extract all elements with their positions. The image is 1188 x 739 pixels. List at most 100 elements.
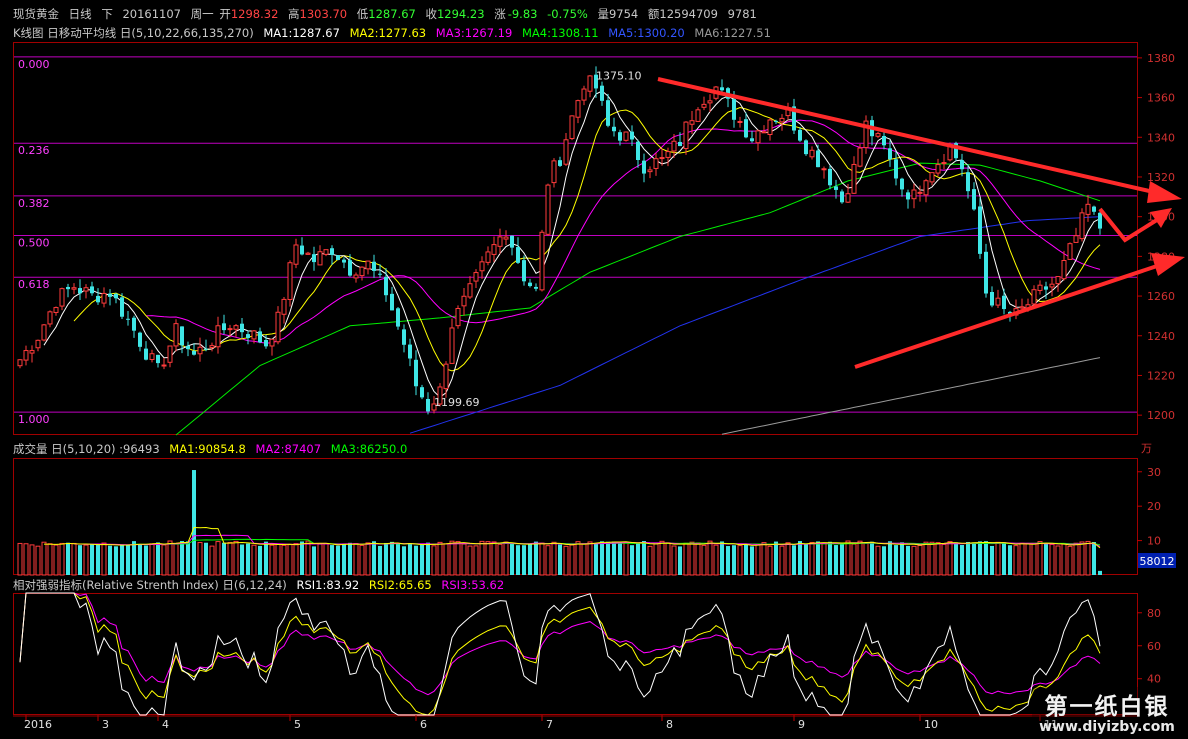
volume-bar (623, 541, 629, 576)
candle-body (618, 132, 622, 141)
candle-body (101, 292, 107, 304)
candle-body (816, 150, 820, 168)
volume-bar (659, 540, 665, 576)
volume-bar (71, 542, 77, 576)
rsi-legend-item: RSI1:83.92 (296, 578, 360, 592)
instrument-name: 现货黄金 (13, 7, 59, 21)
ma2-line (73, 106, 1101, 372)
y-tick-label: 1320 (1147, 171, 1175, 184)
candle-body (41, 324, 47, 341)
volume-bar (594, 543, 598, 575)
volume-bar (737, 545, 743, 576)
volume-bar (390, 541, 394, 575)
volume-bar (23, 543, 29, 576)
candle-body (1031, 289, 1037, 305)
candle-body (240, 323, 244, 333)
volume-bar (863, 542, 869, 576)
candle-body (587, 75, 593, 92)
volume-bar (1037, 541, 1043, 576)
volume-bar (683, 542, 689, 576)
candle-body (293, 244, 299, 265)
candle-body (138, 332, 142, 347)
candle-body (671, 140, 677, 152)
candle-body (1019, 306, 1025, 309)
volume-bar (1025, 542, 1031, 576)
candle-body (647, 169, 653, 173)
candle-body (348, 260, 352, 276)
candle-body (767, 119, 773, 136)
rsi-legend-title: 相对强弱指标(Relative Strenth Index) 日(6,12,24… (13, 578, 287, 592)
candle-body (251, 330, 257, 340)
volume-bar (186, 541, 190, 575)
candle-body (414, 359, 418, 387)
candle-body (809, 149, 815, 158)
ma-legend-item: MA5:1300.20 (608, 26, 685, 40)
volume-bar (330, 545, 334, 575)
candle-body (323, 249, 329, 255)
volume-bar (1019, 542, 1025, 576)
y-tick-label: 1240 (1147, 330, 1175, 343)
candle-body (935, 164, 941, 174)
candle-body (888, 148, 892, 160)
rsi-legend-item: RSI3:53.62 (441, 578, 505, 592)
candle-body (1079, 212, 1085, 240)
candle-body (1098, 212, 1102, 229)
candle-body (186, 345, 190, 350)
candle-body (132, 317, 136, 331)
rsi-panel[interactable] (13, 593, 1138, 715)
candle-body (336, 255, 340, 260)
candle-body (330, 248, 334, 255)
volume-bar (990, 545, 994, 575)
volume-bar (713, 544, 719, 576)
candle-body (984, 251, 988, 294)
volume-bar (222, 542, 226, 575)
volume-bar (894, 545, 898, 575)
close-label: 收 (425, 7, 437, 21)
volume-bar (534, 541, 538, 575)
candle-body (246, 334, 250, 338)
candle-body (821, 168, 827, 171)
candle-body (966, 172, 970, 192)
vol-unit-label: 万 (1141, 442, 1152, 455)
volume-bar (29, 544, 35, 576)
volume-bar (431, 545, 437, 576)
candle-body (695, 109, 701, 122)
candle-body (720, 87, 724, 91)
arrow-head (1147, 181, 1182, 203)
vol-ma1-line (43, 526, 1101, 549)
candle-body (972, 189, 976, 210)
volume-bar (161, 544, 167, 576)
volume-bar (857, 540, 863, 576)
candle-body (449, 327, 455, 364)
volume-bar (180, 541, 184, 575)
candle-body (563, 139, 569, 165)
volume-value-label: 58012 (1140, 555, 1175, 568)
price-panel[interactable] (13, 42, 1138, 435)
candle-body (173, 323, 179, 347)
candle-body (845, 193, 851, 203)
candle-body (701, 103, 707, 108)
volume-bar (227, 541, 233, 576)
volume-bar (1079, 541, 1085, 576)
volume-bar (612, 541, 616, 575)
volume-bar (479, 540, 485, 576)
volume-bar (497, 543, 503, 576)
volume-bar (816, 541, 820, 575)
candle-body (431, 403, 437, 411)
x-axis-label: 7 (546, 718, 553, 731)
volume-bar (59, 542, 65, 576)
candle-body (863, 120, 869, 149)
volume-bar (1092, 542, 1096, 575)
volume-bar (17, 542, 23, 576)
volume-bar (720, 541, 724, 575)
vol-tick-label: 20 (1147, 500, 1161, 513)
close-value: 1294.23 (436, 7, 485, 21)
volume-bar (587, 541, 593, 576)
candle-body (978, 206, 982, 254)
high-value: 1303.70 (299, 7, 348, 21)
volume-bar (1044, 543, 1048, 575)
ma3-line (145, 119, 1101, 344)
candle-body (1002, 295, 1006, 310)
volume-bar (785, 542, 791, 576)
